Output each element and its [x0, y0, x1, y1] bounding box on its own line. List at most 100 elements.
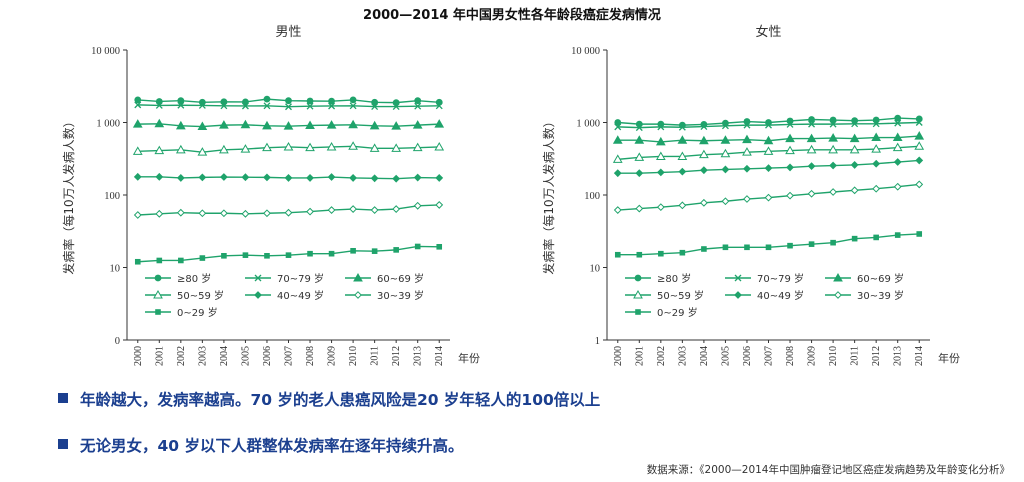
data-point — [219, 144, 229, 154]
data-point — [872, 184, 881, 193]
legend-item: 0~29 岁 — [145, 306, 218, 319]
data-point — [284, 208, 293, 217]
data-point — [699, 166, 708, 175]
data-point — [305, 142, 315, 152]
data-point — [678, 201, 687, 210]
data-point — [391, 121, 402, 130]
data-point — [807, 189, 816, 198]
data-point — [175, 144, 186, 154]
data-point — [914, 141, 925, 150]
legend-marker — [354, 291, 362, 299]
data-point — [133, 211, 142, 219]
data-point — [786, 191, 794, 200]
data-point — [284, 174, 293, 182]
data-point — [658, 250, 664, 257]
data-point — [371, 248, 378, 254]
data-point — [742, 147, 752, 156]
data-point — [634, 135, 645, 144]
data-point — [349, 102, 357, 110]
x-tick-label: 2007 — [284, 346, 295, 366]
data-point — [285, 252, 292, 258]
legend-item: 30~39 岁 — [825, 289, 904, 302]
data-point — [435, 174, 444, 182]
legend-item: 30~39 岁 — [345, 289, 424, 302]
female-incidence-chart: 女性 1 10 100 1 000 10 000 2000 2001 2002 2003 2004 2… — [541, 24, 965, 366]
data-point — [326, 120, 337, 129]
data-point — [849, 133, 860, 143]
data-point — [219, 120, 229, 129]
legend-label: 30~39 岁 — [377, 289, 424, 302]
data-point — [241, 209, 250, 218]
bullet-square-icon — [58, 393, 68, 403]
legend-label: 0~29 岁 — [657, 306, 698, 319]
data-point — [763, 146, 774, 155]
data-point — [915, 119, 923, 126]
data-point — [786, 120, 794, 128]
data-point — [720, 148, 731, 158]
data-point — [242, 252, 249, 258]
legend-label: 70~79 岁 — [277, 272, 324, 285]
data-point — [722, 244, 729, 251]
conclusion-1-text: 年龄越大，发病率越高。70 岁的老人患癌风险是20 岁年轻人的100倍以上 — [80, 391, 601, 409]
data-point — [328, 97, 335, 105]
page-title: 2000—2014 年中国男女性各年龄段癌症发病情况 — [363, 8, 661, 23]
data-point — [851, 235, 858, 242]
legend-marker — [155, 309, 161, 315]
y-tick-label: 1 000 — [96, 119, 120, 130]
data-point — [787, 242, 793, 249]
x-axis-label: 年份（年） — [938, 351, 965, 365]
data-point — [851, 120, 859, 128]
data-point — [349, 96, 357, 104]
data-point — [634, 152, 645, 161]
x-tick-label: 2001 — [634, 346, 645, 366]
data-point — [871, 132, 882, 142]
legend-item: ≥80 岁 — [145, 272, 211, 285]
legend-marker — [834, 291, 842, 299]
x-tick-label: 2003 — [197, 346, 208, 366]
data-point — [264, 253, 270, 259]
legend-label: 50~59 岁 — [177, 289, 224, 302]
series-1 — [134, 101, 443, 111]
data-point — [241, 102, 249, 110]
data-point — [198, 209, 207, 218]
legend-marker — [153, 289, 163, 299]
male-incidence-chart: 男性 0 10 100 1 000 10 000 2000 2001 2002 2003 2004 2… — [61, 25, 485, 366]
x-tick-label: 2003 — [677, 346, 688, 366]
data-point — [197, 147, 208, 156]
data-point — [178, 257, 184, 264]
data-point — [393, 247, 399, 253]
data-point — [328, 250, 335, 257]
data-point — [808, 116, 815, 123]
legend-marker — [353, 272, 363, 282]
data-point — [765, 121, 772, 129]
data-point — [636, 251, 643, 258]
chart-title: 女性 — [755, 24, 781, 40]
data-point — [829, 120, 837, 128]
data-point — [655, 151, 666, 160]
data-point — [134, 258, 141, 265]
data-point — [240, 144, 251, 153]
data-point — [134, 96, 142, 104]
data-point — [635, 204, 644, 213]
legend-label: 0~29 岁 — [177, 306, 218, 319]
legend-marker — [635, 309, 641, 315]
data-point — [743, 195, 751, 203]
x-tick-label: 2006 — [742, 346, 753, 366]
legend-marker — [254, 291, 262, 299]
data-point — [872, 159, 881, 168]
data-point — [305, 120, 315, 129]
series-4 — [613, 156, 924, 178]
legend-item: ≥80 岁 — [625, 272, 691, 285]
series-6 — [134, 243, 443, 265]
data-point — [763, 135, 774, 145]
data-point — [436, 243, 443, 250]
y-tick-label: 0 — [115, 336, 120, 347]
data-point — [198, 173, 207, 182]
data-point — [369, 143, 380, 152]
data-point — [155, 209, 164, 218]
data-point — [677, 151, 688, 160]
y-tick-label: 10 000 — [571, 46, 600, 57]
data-point — [285, 97, 292, 105]
data-point — [700, 123, 708, 130]
data-point — [699, 198, 708, 207]
